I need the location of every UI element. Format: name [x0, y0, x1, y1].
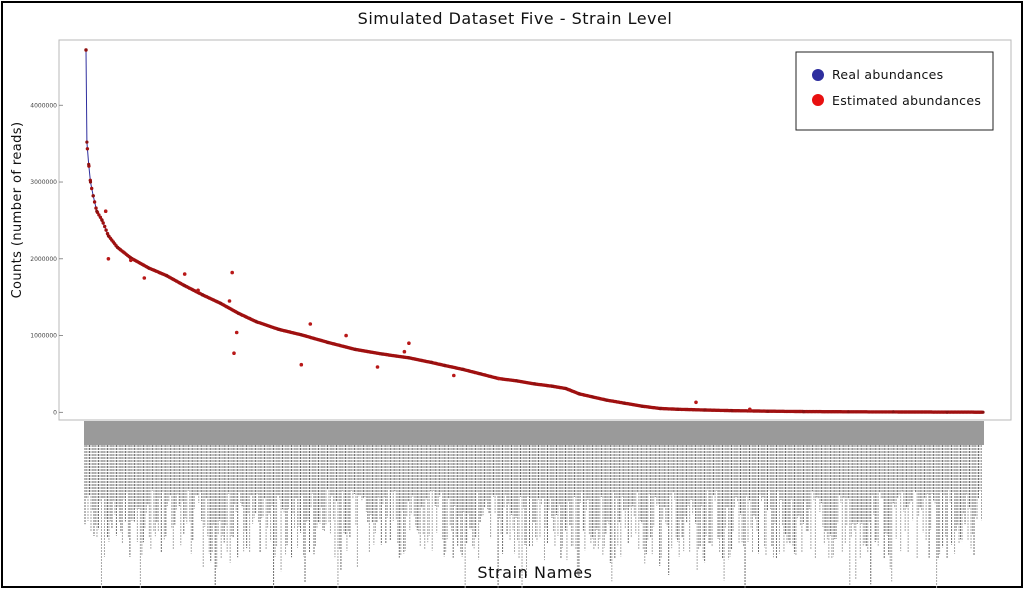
real-point: [676, 407, 680, 411]
estimated-outlier-point: [129, 258, 133, 263]
real-point: [703, 408, 707, 412]
real-point: [604, 398, 608, 402]
real-point: [165, 274, 169, 278]
estimated-point: [85, 147, 90, 151]
real-point: [443, 363, 447, 368]
real-point: [236, 311, 241, 315]
estimated-outlier-point: [452, 373, 456, 378]
estimated-outlier-point: [299, 362, 304, 367]
real-point: [766, 409, 770, 413]
estimated-outlier-point: [402, 349, 407, 354]
real-point: [577, 392, 582, 396]
real-point: [429, 360, 433, 364]
real-point: [515, 379, 519, 383]
real-point: [183, 284, 187, 288]
real-point: [147, 266, 151, 270]
legend-label-real: Real abundances: [832, 67, 943, 82]
real-point: [891, 410, 895, 414]
real-point: [640, 404, 644, 408]
estimated-outlier-point: [407, 341, 411, 346]
legend-box: [795, 51, 994, 131]
y-axis-label: Counts (number of reads): [10, 122, 25, 299]
estimated-outlier-point: [748, 407, 752, 412]
real-point: [106, 234, 110, 238]
estimated-point: [101, 221, 105, 225]
chart-title: Simulated Dataset Five - Strain Level: [358, 9, 673, 28]
real-point: [326, 340, 330, 345]
real-point: [461, 367, 465, 371]
real-point: [95, 209, 99, 213]
estimated-point: [90, 186, 94, 191]
y-tick-label: 1000000: [30, 333, 57, 340]
x-tick-label-block: [84, 421, 984, 445]
real-point: [115, 245, 119, 249]
real-point: [658, 406, 662, 411]
estimated-outlier-point: [232, 351, 236, 356]
estimated-outlier-point: [694, 400, 698, 405]
real-point: [550, 384, 555, 388]
real-point: [87, 162, 91, 166]
legend-marker-estimated: [812, 94, 824, 106]
real-point: [802, 410, 806, 414]
real-point: [277, 327, 281, 331]
estimated-point: [98, 215, 103, 219]
real-point: [622, 401, 626, 405]
real-point: [85, 140, 89, 144]
real-point: [981, 410, 985, 414]
legend-label-estimated: Estimated abundances: [832, 93, 981, 108]
y-tick-label: 3000000: [30, 179, 57, 186]
real-point: [564, 386, 568, 391]
estimated-point: [92, 200, 97, 204]
real-point: [846, 410, 851, 414]
real-point: [88, 180, 93, 184]
real-point: [591, 395, 595, 399]
y-tick-label: 4000000: [30, 102, 57, 109]
real-point: [532, 382, 537, 386]
real-point: [84, 48, 88, 52]
estimated-point: [104, 228, 108, 232]
real-point: [479, 372, 483, 376]
real-point: [201, 293, 205, 297]
real-point: [730, 409, 734, 413]
estimated-outlier-point: [308, 322, 313, 326]
real-point: [254, 320, 258, 324]
estimated-outlier-point: [182, 272, 187, 276]
estimated-point: [103, 224, 107, 229]
legend-marker-real: [812, 69, 824, 81]
y-tick-label: 2000000: [30, 256, 57, 263]
estimated-outlier-point: [142, 276, 147, 280]
estimated-outlier-point: [375, 365, 380, 369]
estimated-outlier-point: [103, 209, 108, 213]
estimated-outlier-point: [230, 270, 234, 275]
real-point: [353, 347, 357, 351]
x-tick-labels: [84, 421, 984, 589]
chart-marks: [84, 48, 985, 414]
real-point: [407, 356, 411, 360]
x-axis-label: Strain Names: [477, 563, 592, 582]
estimated-point: [94, 206, 98, 210]
real-point: [100, 218, 104, 222]
estimated-outlier-point: [234, 330, 239, 335]
real-point: [945, 410, 949, 414]
legend: Real abundances Estimated abundances: [795, 51, 994, 131]
real-point: [299, 333, 303, 337]
y-axis-ticks: 0 1000000 2000000 3000000 4000000: [30, 102, 63, 416]
estimated-outlier-point: [227, 299, 232, 303]
estimated-outlier-point: [496, 376, 501, 381]
y-tick-label: 0: [53, 409, 57, 416]
estimated-outlier-point: [106, 257, 111, 261]
real-point: [91, 194, 95, 198]
real-point: [218, 301, 223, 305]
estimated-outlier-point: [344, 333, 348, 338]
estimated-outlier-point: [196, 288, 200, 293]
real-point: [380, 352, 384, 356]
